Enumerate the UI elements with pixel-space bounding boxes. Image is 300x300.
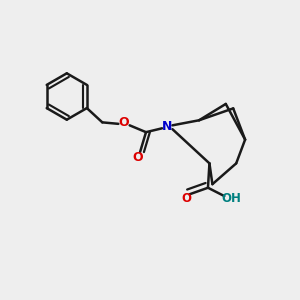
Text: OH: OH <box>221 192 241 205</box>
Text: O: O <box>182 192 192 205</box>
Text: N: N <box>162 120 172 133</box>
Text: O: O <box>118 116 129 129</box>
Text: O: O <box>132 151 143 164</box>
